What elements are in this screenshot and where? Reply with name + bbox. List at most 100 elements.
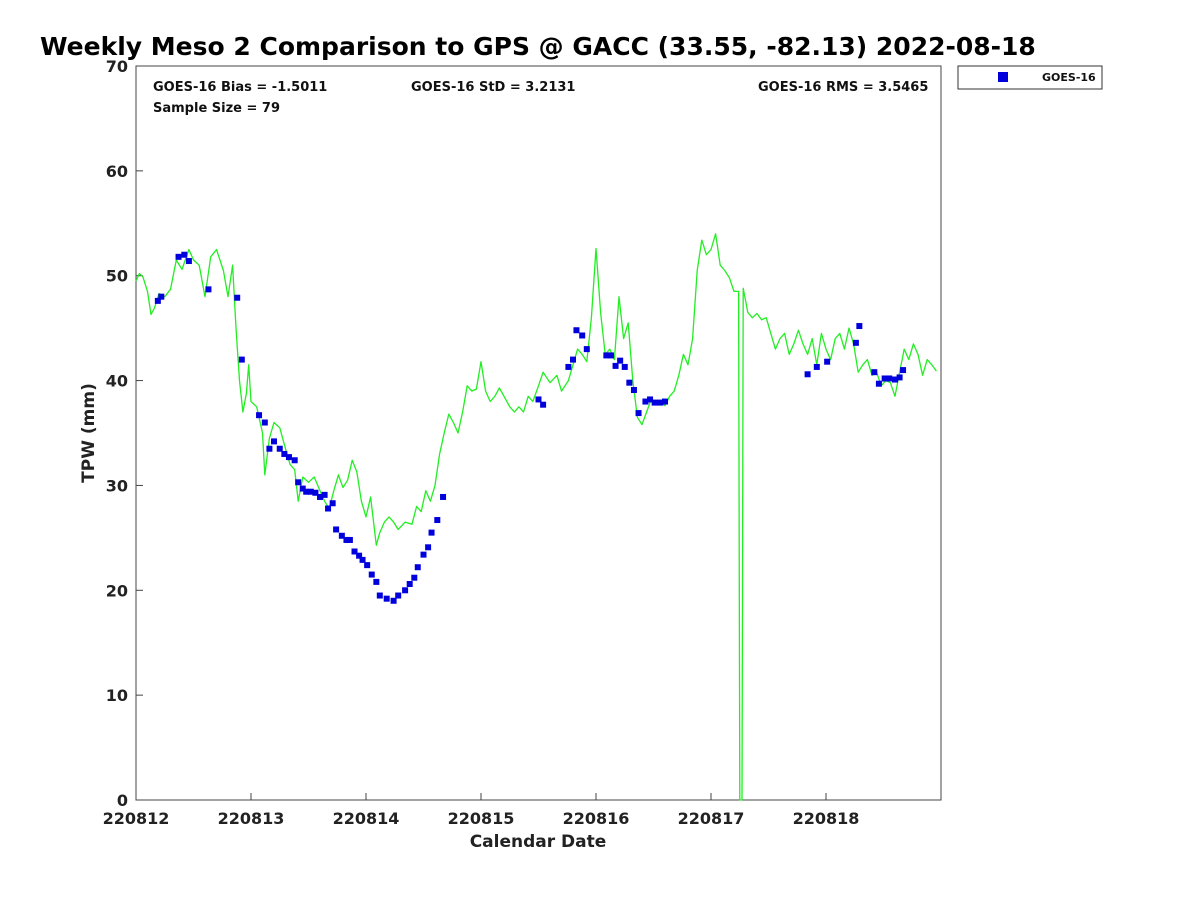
goes-16-point — [573, 327, 580, 334]
goes-16-point — [376, 592, 383, 599]
y-tick-label: 30 — [106, 476, 128, 495]
y-tick-label: 40 — [106, 372, 128, 391]
goes-16-point — [651, 399, 658, 406]
goes-16-point — [630, 387, 637, 394]
goes-16-point — [261, 419, 268, 426]
chart-title: Weekly Meso 2 Comparison to GPS @ GACC (… — [40, 32, 1036, 61]
goes-16-point — [856, 323, 863, 330]
goes-16-point — [154, 297, 161, 304]
goes-16-point — [346, 536, 353, 543]
goes-16-point — [281, 450, 288, 457]
goes-16-point — [414, 564, 421, 571]
goes-16-series — [154, 251, 907, 604]
goes-16-point — [617, 357, 624, 364]
goes-16-point — [299, 485, 306, 492]
x-axis: 220812 220813 220814 220815 220816 220817 2208… — [103, 793, 860, 828]
goes-16-point — [420, 551, 427, 558]
x-axis-label: Calendar Date — [470, 832, 607, 852]
goes-16-point — [285, 454, 292, 461]
goes-16-point — [875, 380, 882, 387]
goes-16-point — [428, 529, 435, 536]
goes-16-point — [824, 358, 831, 365]
goes-16-point — [440, 493, 447, 500]
goes-16-point — [271, 438, 277, 445]
goes-16-point — [657, 399, 664, 406]
goes-16-point — [626, 379, 633, 386]
plot-area — [135, 65, 942, 801]
goes-16-point — [312, 489, 319, 496]
goes-16-point — [607, 352, 614, 359]
goes-16-point — [295, 479, 302, 486]
goes-16-point — [535, 396, 542, 403]
goes-16-point — [276, 445, 283, 452]
goes-16-point — [364, 562, 371, 569]
goes-16-point — [647, 396, 654, 403]
goes-16-point — [390, 597, 397, 604]
y-axis: 0 10 20 30 40 50 60 70 — [106, 57, 143, 810]
goes-16-point — [325, 505, 332, 512]
y-tick-label: 70 — [106, 57, 128, 76]
goes-16-point — [158, 293, 165, 300]
goes-16-point — [356, 552, 363, 559]
legend-label-goes-16: GOES-16 — [1042, 71, 1096, 84]
goes-16-point — [612, 362, 619, 369]
goes-16-point — [411, 574, 418, 581]
x-tick-label: 220818 — [793, 809, 860, 828]
goes-16-point — [307, 488, 314, 495]
goes-16-point — [402, 587, 409, 594]
goes-16-point — [565, 363, 572, 370]
goes-16-point — [871, 369, 878, 376]
legend-box — [957, 65, 1103, 90]
legend-marker-goes-16 — [998, 72, 1008, 82]
x-tick-label: 220817 — [678, 809, 745, 828]
goes-16-point — [238, 356, 245, 363]
y-tick-label: 50 — [106, 267, 128, 286]
goes-16-point — [896, 374, 903, 381]
goes-16-point — [338, 532, 345, 539]
goes-16-point — [181, 251, 188, 258]
y-tick-label: 20 — [106, 581, 128, 600]
goes-16-point — [635, 410, 642, 417]
goes-16-point — [425, 544, 432, 551]
goes-16-point — [570, 356, 576, 363]
goes-16-point — [395, 592, 402, 599]
goes-16-point — [185, 258, 192, 265]
goes-16-point — [621, 363, 628, 370]
goes-16-point — [406, 580, 413, 587]
goes-16-point — [892, 376, 898, 383]
goes-16-point — [317, 493, 323, 500]
goes-16-point — [603, 352, 610, 359]
goes-16-point — [234, 294, 241, 301]
x-tick-label: 220814 — [333, 809, 400, 828]
goes-16-point — [662, 398, 668, 405]
goes-16-point — [540, 401, 547, 408]
x-tick-label: 220813 — [218, 809, 285, 828]
stat-bias: GOES-16 Bias = -1.5011 — [153, 80, 327, 95]
goes-16-point — [804, 371, 811, 378]
goes-16-point — [642, 398, 649, 405]
goes-16-point — [852, 339, 859, 346]
goes-16-point — [329, 500, 336, 507]
x-tick-label: 220816 — [563, 809, 630, 828]
goes-16-point — [291, 457, 298, 464]
goes-16-point — [583, 346, 590, 353]
goes-16-point — [383, 595, 390, 602]
goes-16-point — [900, 367, 907, 374]
stat-rms: GOES-16 RMS = 3.5465 — [758, 80, 928, 95]
x-tick-label: 220812 — [103, 809, 170, 828]
goes-16-point — [881, 375, 888, 382]
goes-16-point — [205, 286, 212, 293]
goes-16-point — [343, 536, 350, 543]
goes-16-point — [256, 412, 263, 419]
goes-16-point — [333, 526, 340, 533]
stat-sample-size: Sample Size = 79 — [153, 101, 280, 116]
goes-16-point — [579, 332, 586, 339]
goes-16-point — [175, 253, 182, 260]
legend: GOES-16 — [957, 65, 1103, 90]
goes-16-point — [359, 556, 366, 563]
goes-16-point — [351, 548, 358, 555]
y-axis-label: TPW (mm) — [79, 383, 99, 483]
y-tick-label: 10 — [106, 686, 128, 705]
goes-16-point — [266, 445, 273, 452]
goes-16-point — [368, 571, 375, 578]
